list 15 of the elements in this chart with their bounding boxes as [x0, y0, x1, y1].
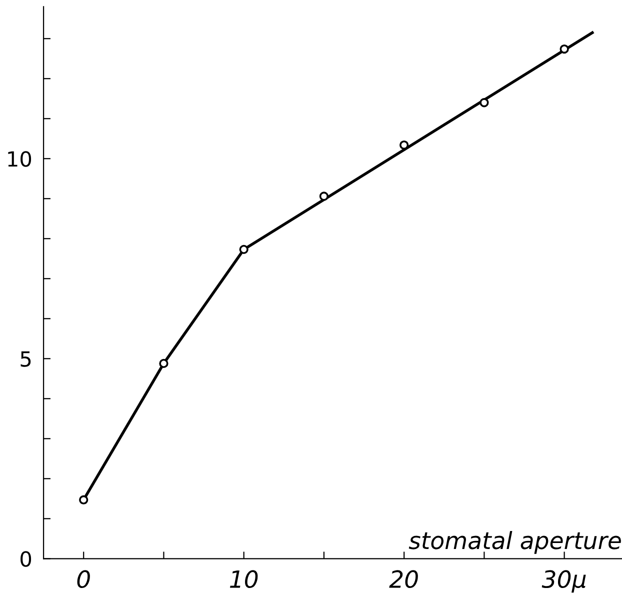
point	[560, 44, 569, 54]
point	[319, 192, 329, 201]
point	[239, 244, 248, 254]
y-tick-label: 5	[20, 351, 31, 367]
x-tick-label: 10	[230, 570, 258, 588]
y-tick-label: 0	[20, 551, 32, 567]
y-tick-label: 10	[8, 151, 32, 167]
x-tick-label: 0	[77, 570, 90, 588]
point	[480, 98, 489, 108]
x-tick-label: 20	[389, 570, 418, 588]
x-tick-label: 30μ	[542, 570, 586, 593]
point	[79, 495, 88, 504]
x-axis-title: stomatal aperture	[408, 531, 621, 554]
point	[399, 140, 409, 150]
point	[159, 358, 168, 368]
